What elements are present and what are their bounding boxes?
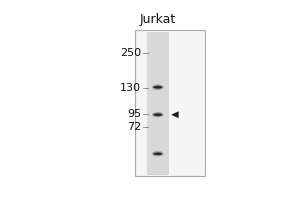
Bar [135, 30, 205, 176]
Text: 95: 95 [127, 109, 141, 119]
Polygon shape [171, 111, 178, 118]
Ellipse shape [153, 86, 162, 89]
Text: Jurkat: Jurkat [140, 13, 176, 26]
Ellipse shape [152, 112, 164, 117]
Text: 130: 130 [120, 83, 141, 93]
Ellipse shape [152, 151, 164, 156]
Ellipse shape [153, 152, 162, 155]
Ellipse shape [152, 84, 164, 90]
Text: 72: 72 [127, 122, 141, 132]
Ellipse shape [153, 113, 162, 116]
Bar [147, 32, 169, 175]
Text: 250: 250 [120, 48, 141, 58]
